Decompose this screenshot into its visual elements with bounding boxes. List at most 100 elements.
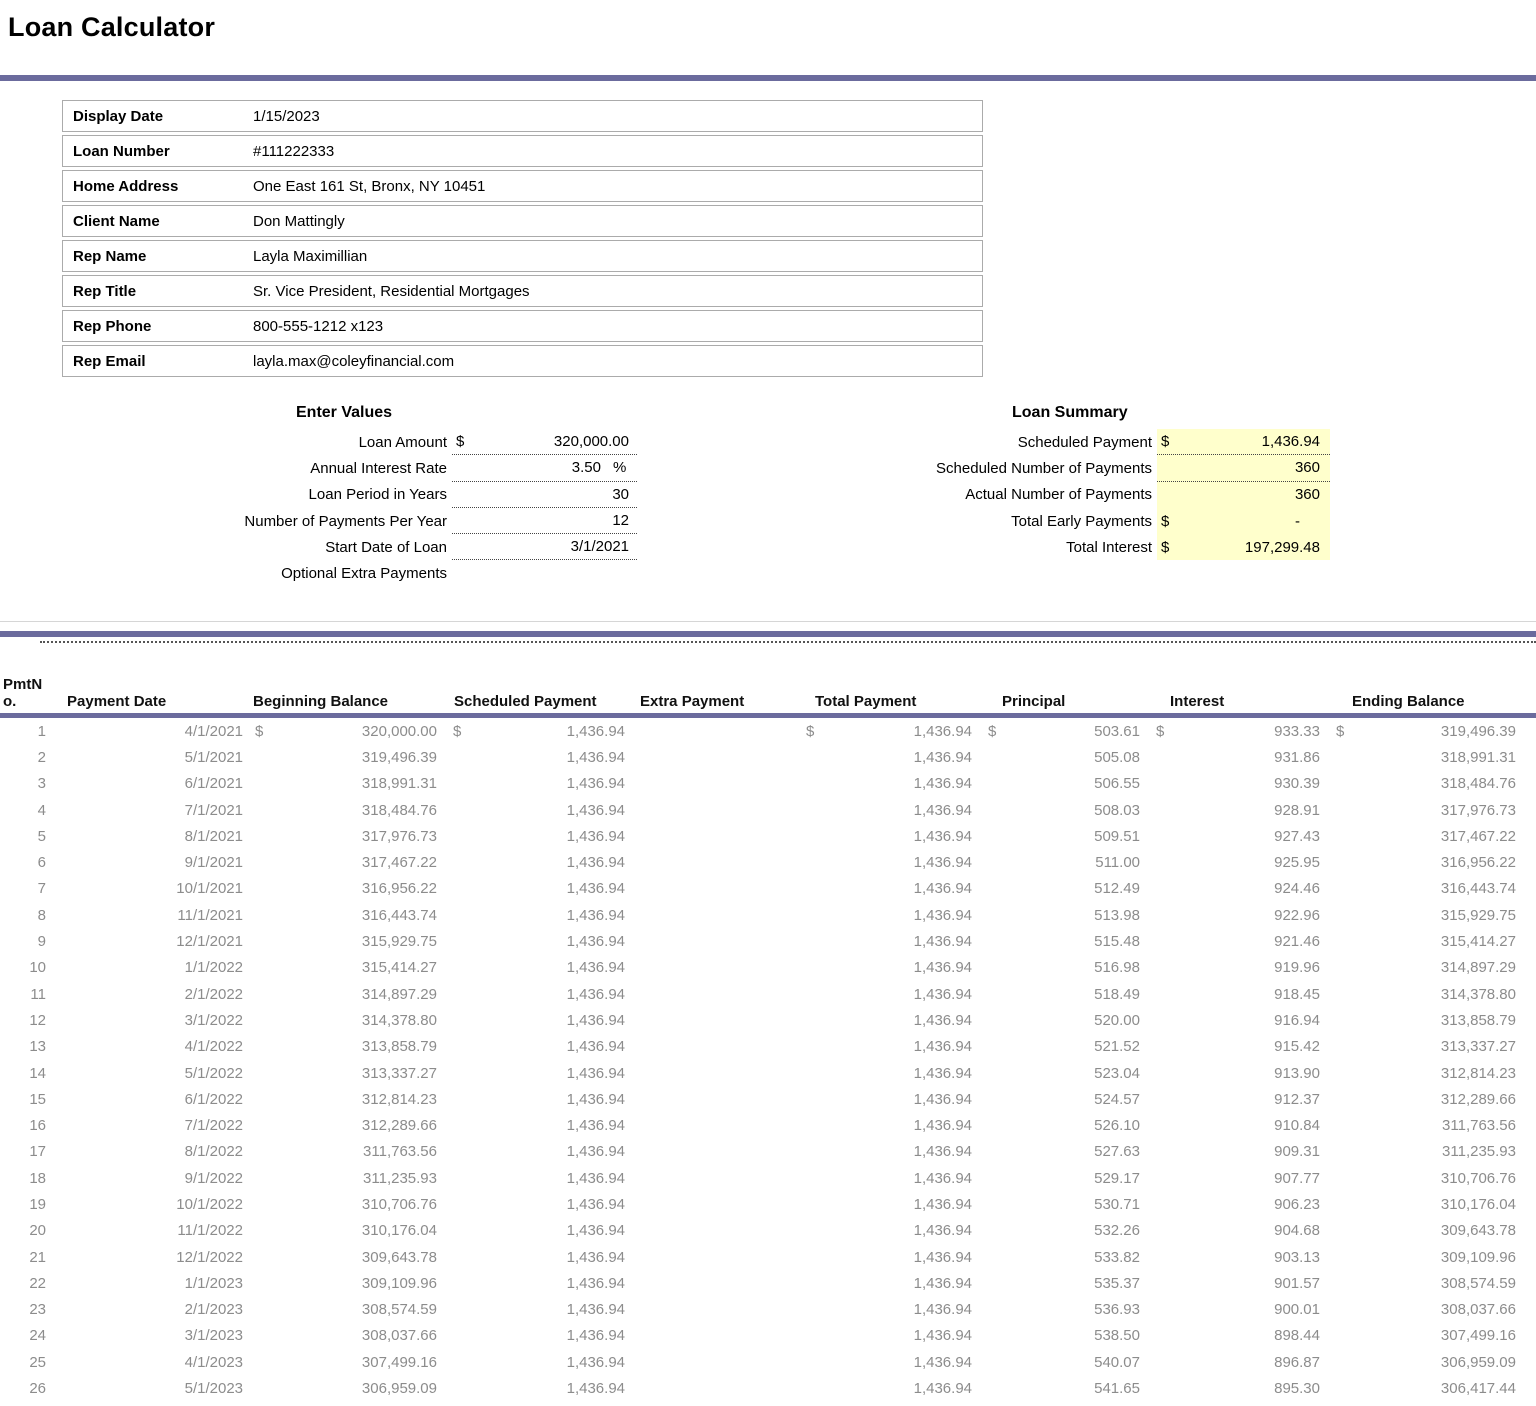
cell-interest: 898.44 [1274,1327,1320,1345]
info-value: Don Mattingly [253,212,345,230]
info-value: Sr. Vice President, Residential Mortgage… [253,282,530,300]
cell-payment_date: 1/1/2022 [184,959,243,977]
cell-payment_date: 11/1/2021 [177,906,243,924]
cell-pmt_no: 1 [37,722,46,740]
currency-prefix: $ [988,722,997,740]
cell-beginning_balance: 308,037.66 [361,1327,437,1345]
cell-payment_date: 12/1/2021 [176,933,243,951]
cell-principal: 521.52 [1094,1038,1140,1056]
cell-payment_date: 5/1/2023 [184,1380,243,1398]
cell-pmt_no: 19 [29,1195,46,1213]
cell-beginning_balance: 308,574.59 [361,1301,437,1319]
cell-total_payment: 1,436.94 [913,748,972,766]
cell-payment_date: 4/1/2023 [184,1353,243,1371]
schedule-row: 4 7/1/2021 318,484.76 1,436.94 1,436.94 508.0… [0,797,1536,823]
cell-payment_date: 9/1/2022 [184,1169,243,1187]
info-value: One East 161 St, Bronx, NY 10451 [253,177,486,195]
field-value-cell[interactable]: $ 320,000.00 [452,429,637,456]
info-row: Display Date 1/15/2023 [62,100,983,132]
info-value: #111222333 [253,142,335,160]
cell-beginning_balance: 313,858.79 [361,1038,437,1056]
field-value-cell[interactable]: 3/1/2021 [452,534,637,561]
cell-total_payment: 1,436.94 [913,1117,972,1135]
info-value: 800-555-1212 x123 [253,317,384,335]
field-value-cell[interactable]: 12 [452,508,637,535]
cell-extra_payment [633,902,798,928]
field-row: Optional Extra Payments [0,560,640,586]
cell-principal: 512.49 [1094,880,1140,898]
cell-interest: 921.46 [1274,933,1320,951]
info-row: Home Address One East 161 St, Bronx, NY … [62,170,983,202]
cell-scheduled_payment: 1,436.94 [566,1353,625,1371]
cell-pmt_no: 13 [29,1038,46,1056]
info-label: Rep Name [73,247,147,265]
schedule-row: 26 5/1/2023 306,959.09 1,436.94 1,436.94 541.… [0,1375,1536,1401]
schedule-row: 1 4/1/2021 $320,000.00 $1,436.94 $1,436.94 $5… [0,716,1536,745]
info-row: Rep Phone 800-555-1212 x123 [62,310,983,342]
cell-principal: $503.61 [980,716,1148,745]
cell-extra_payment [633,1375,798,1401]
cell-beginning_balance: 319,496.39 [361,748,437,766]
cell-payment_date: 7/1/2021 [184,801,243,819]
field-value-cell[interactable]: 3.50 % [452,455,637,482]
field-row: Actual Number of Payments 360 [884,481,1334,508]
cell-total_payment: $1,436.94 [798,716,980,745]
currency-prefix: $ [1161,538,1170,556]
cell-scheduled_payment: 1,436.94 [566,959,625,977]
cell-ending_balance: 306,959.09 [1440,1353,1516,1371]
cell-pmt_no: 18 [29,1169,46,1187]
cell-extra_payment [633,1007,798,1033]
info-value: 1/15/2023 [253,107,320,125]
cell-pmt_no: 14 [29,1064,46,1082]
currency-prefix: $ [1161,433,1170,451]
cell-extra_payment [633,1112,798,1138]
cell-principal: 513.98 [1094,906,1140,924]
schedule-row: 3 6/1/2021 318,991.31 1,436.94 1,436.94 506.5… [0,771,1536,797]
cell-payment_date: 5/1/2022 [184,1064,243,1082]
schedule-table-body: 1 4/1/2021 $320,000.00 $1,436.94 $1,436.94 $5… [0,716,1536,1402]
cell-principal: 540.07 [1094,1353,1140,1371]
cell-total_payment: 1,436.94 [913,1222,972,1240]
cell-extra_payment [633,1165,798,1191]
info-label: Rep Title [73,282,137,300]
schedule-row: 19 10/1/2022 310,706.76 1,436.94 1,436.94 530… [0,1191,1536,1217]
cell-interest: 900.01 [1274,1301,1320,1319]
page-title: Loan Calculator [8,12,216,42]
cell-interest: 916.94 [1274,1011,1320,1029]
cell-extra_payment [633,1034,798,1060]
field-value-cell[interactable]: 30 [452,482,637,508]
cell-payment_date: 7/1/2022 [184,1117,243,1135]
info-value: layla.max@coleyfinancial.com [253,352,455,370]
cell-scheduled_payment: 1,436.94 [566,854,625,872]
cell-scheduled_payment: 1,436.94 [566,1248,625,1266]
cell-ending_balance: 316,443.74 [1440,880,1516,898]
cell-scheduled_payment: 1,436.94 [566,1380,625,1398]
cell-pmt_no: 7 [37,880,46,898]
cell-interest: 925.95 [1274,854,1320,872]
field-value-cell: 360 [1157,455,1330,482]
currency-prefix: $ [255,722,264,740]
field-row: Scheduled Number of Payments 360 [884,455,1334,482]
cell-pmt_no: 2 [37,748,46,766]
field-row: Annual Interest Rate 3.50 % [0,455,640,482]
cell-pmt_no: 8 [37,906,46,924]
cell-interest: 903.13 [1274,1248,1320,1266]
cell-total_payment: 1,436.94 [913,1195,972,1213]
cell-pmt_no: 4 [37,801,46,819]
info-label: Home Address [73,177,179,195]
cell-scheduled_payment: 1,436.94 [566,1090,625,1108]
cell-total_payment: 1,436.94 [913,1248,972,1266]
cell-ending_balance: 314,378.80 [1440,985,1516,1003]
field-label: Optional Extra Payments [281,565,447,583]
column-header-ending_balance: Ending Balance [1328,658,1536,718]
cell-total_payment: 1,436.94 [913,1169,972,1187]
cell-interest: 928.91 [1274,801,1320,819]
cell-principal: 515.48 [1094,933,1140,951]
cell-total_payment: 1,436.94 [913,775,972,793]
cell-payment_date: 8/1/2021 [184,827,243,845]
cell-ending_balance: 313,337.27 [1440,1038,1516,1056]
section-divider-dotted [40,641,1536,643]
cell-principal: 505.08 [1094,748,1140,766]
cell-ending_balance: 313,858.79 [1440,1011,1516,1029]
cell-payment_date: 11/1/2022 [177,1222,243,1240]
